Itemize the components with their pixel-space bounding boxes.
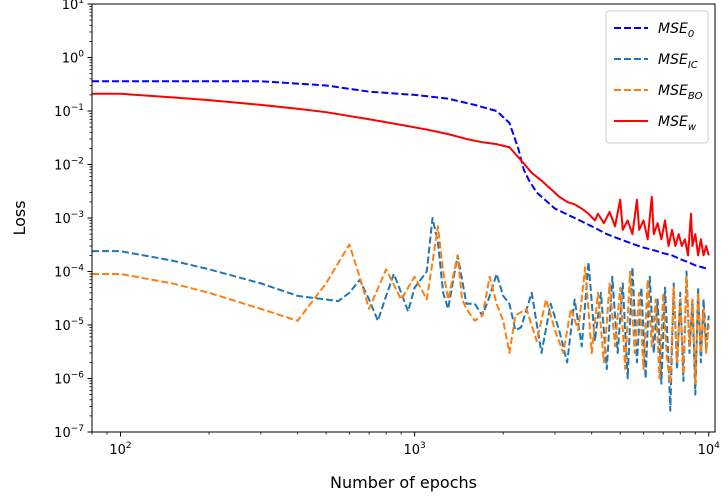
y-axis-label: Loss — [10, 200, 29, 235]
series-line-mse-ic — [92, 217, 710, 412]
tick-layer: 102 103 104 101 100 10−1 10−2 10−3 10−4 10−5 10−6 1… — [54, 0, 720, 458]
y-tick-label: 100 — [62, 50, 85, 67]
x-axis-label: Number of epochs — [330, 473, 477, 492]
x-tick-label: 102 — [109, 441, 131, 458]
y-tick-label: 10−6 — [54, 371, 84, 388]
y-tick-label: 10−4 — [54, 264, 84, 281]
legend-label: MSEw — [658, 114, 697, 133]
series-line-mse-bo — [92, 225, 710, 385]
y-tick-label: 10−7 — [54, 424, 84, 441]
y-tick-label: 10−2 — [54, 157, 84, 174]
y-tick-label: 10−5 — [54, 317, 84, 334]
x-tick-label: 103 — [403, 441, 425, 458]
legend-label: MSEIC — [658, 52, 698, 71]
series-layer — [92, 80, 710, 412]
series-line-mse-0 — [92, 80, 710, 271]
x-tick-label: 104 — [698, 441, 721, 458]
y-tick-label: 101 — [62, 0, 84, 13]
legend: MSE0 MSEIC MSEBO MSEw — [605, 10, 709, 144]
y-tick-label: 10−1 — [54, 103, 84, 120]
legend-box — [605, 10, 709, 144]
legend-label: MSE0 — [658, 21, 694, 40]
legend-label: MSEBO — [658, 83, 703, 102]
y-tick-label: 10−3 — [54, 210, 84, 227]
series-line-mse-w — [92, 92, 710, 257]
